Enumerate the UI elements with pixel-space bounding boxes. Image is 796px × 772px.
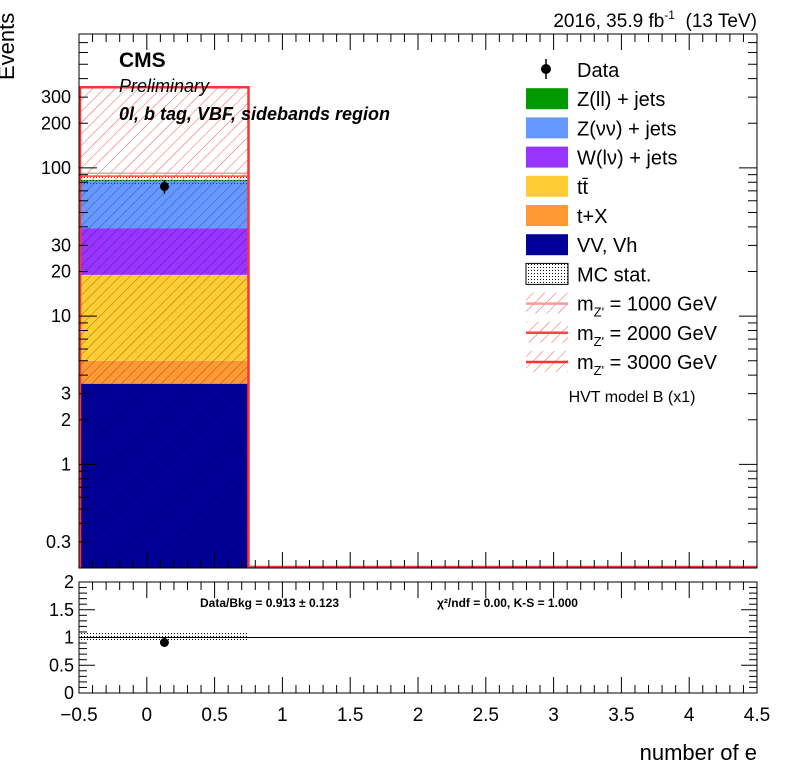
legend-label: Z(νν) + jets — [577, 118, 676, 140]
x-tick-label: 1.5 — [337, 705, 363, 726]
legend-swatch — [526, 146, 568, 168]
legend-label: mZ' = 1000 GeV — [577, 294, 718, 320]
legend-swatch — [526, 175, 568, 197]
y-axis-title: Events — [0, 13, 19, 80]
stack-hatch — [79, 179, 249, 568]
ratio-y-tick-label: 2 — [64, 572, 74, 592]
legend-swatch — [526, 234, 568, 256]
legend-swatch — [526, 205, 568, 226]
cms-label: CMS — [119, 49, 166, 72]
legend-label: mZ' = 3000 GeV — [577, 352, 718, 378]
legend-label: tt̄ — [577, 176, 589, 198]
legend-label: mZ' = 2000 GeV — [577, 323, 718, 349]
data-point — [159, 181, 169, 191]
y-tick-label: 3 — [61, 384, 71, 404]
x-tick-label: 4 — [684, 705, 695, 726]
y-tick-label: 2 — [61, 410, 71, 430]
ratio-y-tick-label: 0 — [64, 683, 74, 703]
y-tick-label: 300 — [41, 87, 71, 107]
preliminary-label: Preliminary — [119, 76, 210, 96]
legend-swatch — [526, 117, 568, 139]
legend-label: W(lν) + jets — [577, 148, 678, 170]
lumi-label: 2016, 35.9 fb-1 (13 TeV) — [553, 8, 757, 32]
legend-label: Data — [577, 60, 620, 82]
x-tick-label: 2 — [413, 705, 424, 726]
x-tick-label: 2.5 — [473, 705, 499, 726]
x-tick-label: 3.5 — [608, 705, 634, 726]
y-tick-label: 20 — [51, 262, 71, 282]
y-tick-label: 10 — [51, 306, 71, 326]
x-tick-label: 1 — [277, 705, 288, 726]
y-tick-label: 30 — [51, 235, 71, 255]
ratio-y-tick-label: 1.5 — [49, 600, 74, 620]
ratio-y-tick-label: 0.5 — [49, 655, 74, 675]
legend-swatch — [526, 88, 568, 110]
legend-swatch-stat — [525, 262, 569, 285]
y-tick-label: 100 — [41, 158, 71, 178]
legend: Data Z(ll) + jets Z(νν) + jets W(lν) + jets… — [525, 59, 718, 378]
ratio-y-tick-label: 1 — [64, 628, 74, 648]
legend-label: Z(ll) + jets — [577, 89, 665, 111]
model-note: HVT model B (x1) — [569, 389, 696, 406]
x-tick-label: 0.5 — [201, 705, 227, 726]
x-tick-label: 0 — [142, 705, 153, 726]
y-tick-label: 200 — [41, 113, 71, 133]
x-tick-label: −0.5 — [60, 705, 98, 726]
x-tick-label: 4.5 — [744, 705, 770, 726]
legend-label: VV, Vh — [577, 235, 637, 257]
main-plot: 0.3 1 2 3 10 20 30 100 200 300 — [41, 33, 758, 569]
y-tick-label: 1 — [61, 454, 71, 474]
region-label: 0l, b tag, VBF, sidebands region — [119, 104, 390, 124]
ratio-stats-text: Data/Bkg = 0.913 ± 0.123 — [200, 596, 339, 610]
ratio-plot: 00.511.52−0.5 0 0.5 1 1.5 2 2.5 3 3.5 4 4.5 — [49, 572, 770, 726]
y-tick-label: 0.3 — [46, 532, 71, 552]
x-axis-title: number of e — [640, 740, 757, 765]
x-tick-label: 3 — [548, 705, 559, 726]
ratio-point — [159, 637, 169, 647]
legend-label: MC stat. — [577, 264, 651, 286]
ratio-chi2-text: χ²/ndf = 0.00, K-S = 1.000 — [437, 596, 578, 610]
signal-hatch — [79, 87, 249, 180]
legend-label: t+X — [577, 206, 608, 228]
